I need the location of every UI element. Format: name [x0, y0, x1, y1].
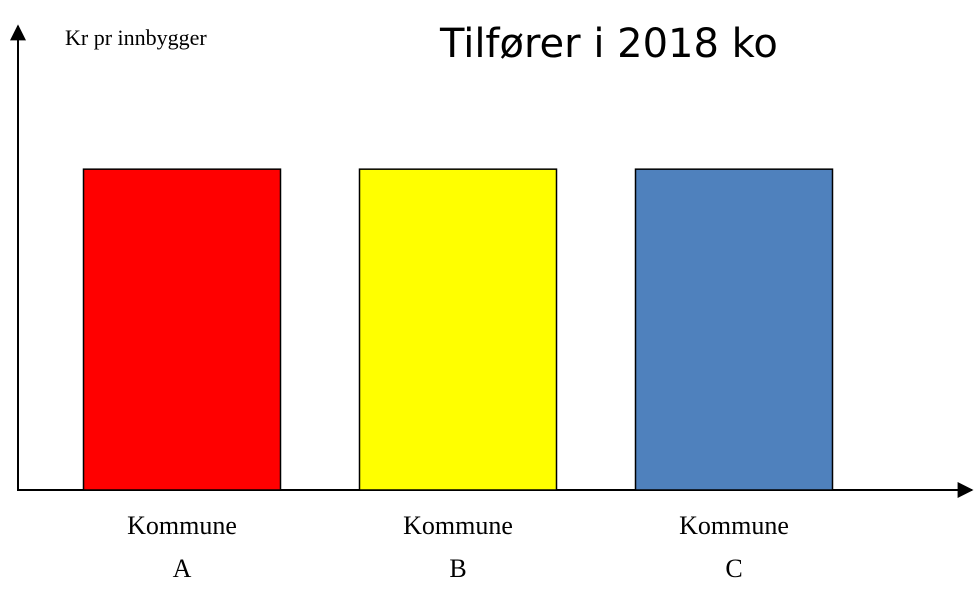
bar [82, 168, 282, 491]
bar [358, 168, 558, 491]
x-tick-label: Kommune C [679, 511, 789, 583]
chart-title: Tilfører i 2018 ko [439, 21, 778, 67]
x-tick-label: Kommune B [403, 511, 513, 583]
bar [634, 168, 834, 491]
x-tick-label: Kommune A [127, 511, 237, 583]
y-axis-label: Kr pr innbygger [65, 25, 207, 50]
